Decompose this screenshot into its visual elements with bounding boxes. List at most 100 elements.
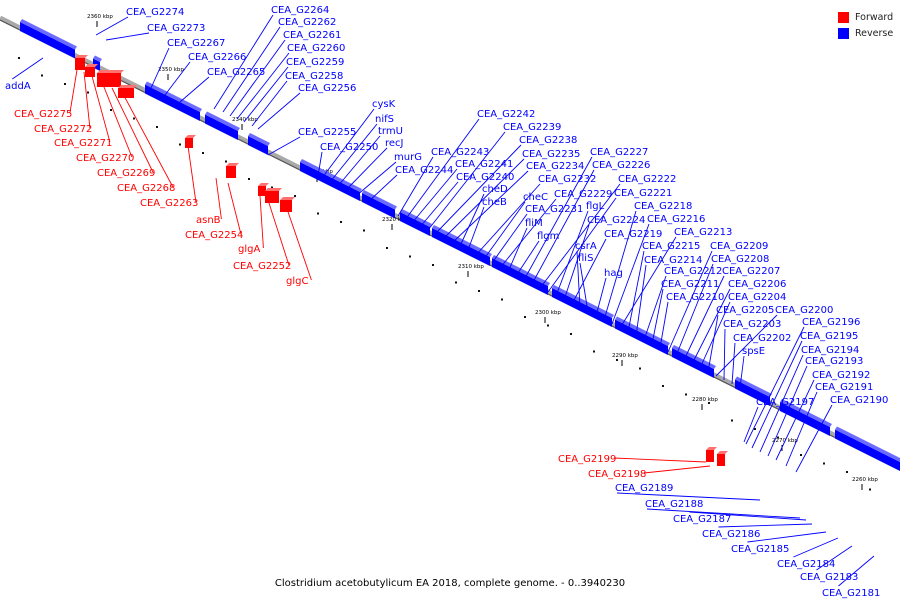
gene-label[interactable]: CEA_G2224 — [587, 215, 645, 226]
gene-label[interactable]: CEA_G2203 — [723, 319, 781, 330]
gene-label[interactable]: CEA_G2216 — [647, 214, 705, 225]
gene-label[interactable]: CEA_G2181 — [822, 588, 880, 599]
gene-label[interactable]: CEA_G2256 — [298, 83, 356, 94]
label-leader-line — [95, 16, 129, 36]
gene-label[interactable]: CEA_G2184 — [777, 559, 835, 570]
gene-label[interactable]: spsE — [742, 346, 765, 357]
gene-label[interactable]: murG — [394, 152, 422, 163]
gene-label[interactable]: CEA_G2197 — [756, 397, 814, 408]
gene-label[interactable]: CEA_G2226 — [592, 160, 650, 171]
gene-label[interactable]: CEA_G2211 — [661, 279, 719, 290]
gene-label[interactable]: addA — [5, 81, 31, 92]
gene-label[interactable]: nifS — [375, 114, 394, 125]
gene-label[interactable]: CEA_G2242 — [477, 109, 535, 120]
gene-label[interactable]: CEA_G2198 — [588, 469, 646, 480]
gene-label[interactable]: CEA_G2261 — [283, 30, 341, 41]
gene-label[interactable]: glgC — [286, 276, 308, 287]
gene-label[interactable]: CEA_G2192 — [812, 370, 870, 381]
gene-label[interactable]: CEA_G2235 — [522, 149, 580, 160]
gene-label[interactable]: cheB — [482, 197, 507, 208]
gene-label[interactable]: CEA_G2234 — [526, 161, 584, 172]
gene-label[interactable]: CEA_G2231 — [525, 204, 583, 215]
gene-label[interactable]: CEA_G2239 — [503, 122, 561, 133]
gene-label[interactable]: flgL — [586, 201, 605, 212]
gene-label[interactable]: CEA_G2252 — [233, 261, 291, 272]
gene-label[interactable]: CEA_G2207 — [722, 266, 780, 277]
gene-label[interactable]: CEA_G2199 — [558, 454, 616, 465]
gene-label[interactable]: CEA_G2208 — [711, 254, 769, 265]
gene-label[interactable]: CEA_G2274 — [126, 7, 184, 18]
gene-label[interactable]: CEA_G2221 — [614, 188, 672, 199]
gene-label[interactable]: CEA_G2258 — [285, 71, 343, 82]
gene-label[interactable]: CEA_G2265 — [207, 67, 265, 78]
gene-label[interactable]: CEA_G2269 — [97, 168, 155, 179]
gene-label[interactable]: CEA_G2267 — [167, 38, 225, 49]
gene-label[interactable]: CEA_G2259 — [286, 57, 344, 68]
gene-label[interactable]: CEA_G2275 — [14, 109, 72, 120]
gene-label[interactable]: CEA_G2185 — [731, 544, 789, 555]
gene-label[interactable]: fliS — [578, 253, 593, 264]
gene-label[interactable]: CEA_G2214 — [644, 255, 702, 266]
gene-label[interactable]: CEA_G2188 — [645, 499, 703, 510]
gene-label[interactable]: CEA_G2209 — [710, 241, 768, 252]
gene-label[interactable]: CEA_G2193 — [805, 356, 863, 367]
gene-label[interactable]: cheD — [482, 184, 508, 195]
gene-label[interactable]: CEA_G2263 — [140, 198, 198, 209]
gene-label[interactable]: CEA_G2227 — [590, 147, 648, 158]
label-leader-line — [707, 314, 719, 373]
gene-label[interactable]: CEA_G2195 — [800, 331, 858, 342]
gene-label[interactable]: CEA_G2189 — [615, 483, 673, 494]
gene-label[interactable]: CEA_G2264 — [271, 5, 329, 16]
gene-label[interactable]: CEA_G2186 — [702, 529, 760, 540]
gene-label[interactable]: CEA_G2229 — [554, 189, 612, 200]
gene-label[interactable]: CEA_G2260 — [287, 43, 345, 54]
gene-label[interactable]: CEA_G2187 — [673, 514, 731, 525]
gene-label[interactable]: cheC — [523, 192, 548, 203]
label-leader-line — [12, 57, 44, 80]
gene-label[interactable]: CEA_G2271 — [54, 138, 112, 149]
gene-label[interactable]: glgA — [238, 244, 260, 255]
gene-label[interactable]: CEA_G2191 — [815, 382, 873, 393]
gene-label[interactable]: CEA_G2196 — [802, 317, 860, 328]
gene-label[interactable]: CEA_G2255 — [298, 127, 356, 138]
gene-label[interactable]: CEA_G2232 — [538, 174, 596, 185]
gene-label[interactable]: CEA_G2266 — [188, 52, 246, 63]
gene-label[interactable]: CEA_G2241 — [455, 159, 513, 170]
gene-label[interactable]: CEA_G2222 — [618, 174, 676, 185]
gene-label[interactable]: fliM — [525, 218, 543, 229]
gene-label[interactable]: CEA_G2243 — [431, 147, 489, 158]
gene-label[interactable]: cysK — [372, 99, 396, 110]
gene-label[interactable]: CEA_G2213 — [674, 227, 732, 238]
gene-label[interactable]: CEA_G2206 — [728, 279, 786, 290]
gene-label[interactable]: CEA_G2244 — [395, 165, 453, 176]
label-leader-line — [795, 404, 833, 473]
gene-label[interactable]: CEA_G2238 — [519, 135, 577, 146]
gene-label[interactable]: CEA_G2272 — [34, 124, 92, 135]
gene-label[interactable]: recJ — [385, 138, 404, 149]
gene-label[interactable]: CEA_G2219 — [604, 229, 662, 240]
gene-label[interactable]: CEA_G2212 — [664, 266, 722, 277]
gene-label[interactable]: CEA_G2262 — [278, 17, 336, 28]
gene-label[interactable]: CEA_G2215 — [642, 241, 700, 252]
gene-label[interactable]: CEA_G2204 — [728, 292, 786, 303]
gene-label[interactable]: CEA_G2202 — [733, 333, 791, 344]
gene-label[interactable]: CEA_G2200 — [775, 305, 833, 316]
gene-label[interactable]: CEA_G2250 — [320, 142, 378, 153]
gene-label[interactable]: CEA_G2273 — [147, 23, 205, 34]
gene-label[interactable]: asnB — [196, 215, 221, 226]
gene-label[interactable]: csrA — [575, 241, 597, 252]
gene-label[interactable]: CEA_G2205 — [716, 305, 774, 316]
gene-label[interactable]: CEA_G2240 — [456, 172, 514, 183]
tick-label: 2360 kbp — [87, 14, 113, 20]
gene-label[interactable]: CEA_G2210 — [666, 292, 724, 303]
gene-label[interactable]: CEA_G2270 — [76, 153, 134, 164]
gene-label[interactable]: CEA_G2183 — [800, 572, 858, 583]
gene-label[interactable]: hag — [604, 268, 623, 279]
gene-label[interactable]: flgm — [537, 231, 559, 242]
gene-label[interactable]: CEA_G2254 — [185, 230, 243, 241]
gene-label[interactable]: trmU — [378, 126, 403, 137]
gene-label[interactable]: CEA_G2190 — [830, 395, 888, 406]
gene-label[interactable]: CEA_G2194 — [801, 345, 859, 356]
gene-label[interactable]: CEA_G2268 — [117, 183, 175, 194]
gene-label[interactable]: CEA_G2218 — [634, 201, 692, 212]
